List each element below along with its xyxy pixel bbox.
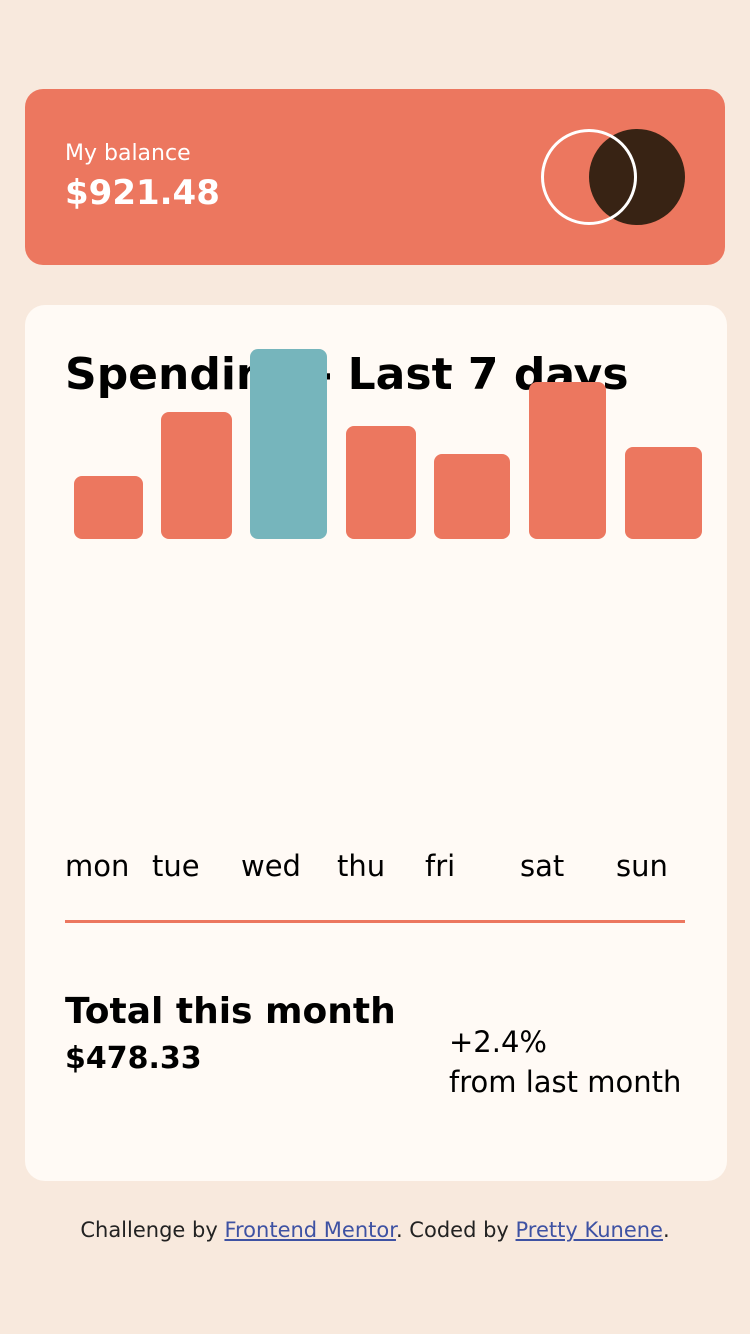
balance-card: My balance $921.48 xyxy=(25,89,725,265)
day-label-sun: sun xyxy=(616,849,668,883)
bar-tue[interactable] xyxy=(161,412,232,539)
logo-icon xyxy=(541,129,687,225)
day-label-mon: mon xyxy=(65,849,130,883)
footer-middle: . Coded by xyxy=(395,1218,516,1242)
bar-thu[interactable] xyxy=(346,426,416,539)
total-amount: $478.33 xyxy=(65,1041,202,1076)
day-label-fri: fri xyxy=(425,849,456,883)
change-percentage: +2.4% xyxy=(449,1025,547,1059)
bar-sat[interactable] xyxy=(529,382,606,539)
attribution-footer: Challenge by Frontend Mentor. Coded by P… xyxy=(0,1218,750,1242)
bar-wed[interactable] xyxy=(250,349,327,539)
change-label: from last month xyxy=(449,1065,682,1099)
spending-card: Spending - Last 7 days mon tue wed thu fri sa… xyxy=(25,305,727,1181)
total-label: Total this month xyxy=(65,991,396,1032)
bar-sun[interactable] xyxy=(625,447,702,539)
balance-amount: $921.48 xyxy=(65,173,220,213)
footer-prefix: Challenge by xyxy=(80,1218,225,1242)
day-label-wed: wed xyxy=(241,849,301,883)
bar-fri[interactable] xyxy=(434,454,510,539)
divider xyxy=(65,920,685,923)
day-label-tue: tue xyxy=(152,849,200,883)
spending-chart: mon tue wed thu fri sat sun xyxy=(25,305,727,905)
bar-mon[interactable] xyxy=(74,476,143,539)
balance-label: My balance xyxy=(65,141,191,166)
frontend-mentor-link[interactable]: Frontend Mentor xyxy=(224,1218,396,1242)
day-label-thu: thu xyxy=(337,849,386,883)
logo-outline-circle xyxy=(541,129,637,225)
footer-suffix: . xyxy=(662,1218,670,1242)
author-link[interactable]: Pretty Kunene xyxy=(515,1218,663,1242)
day-label-sat: sat xyxy=(520,849,565,883)
